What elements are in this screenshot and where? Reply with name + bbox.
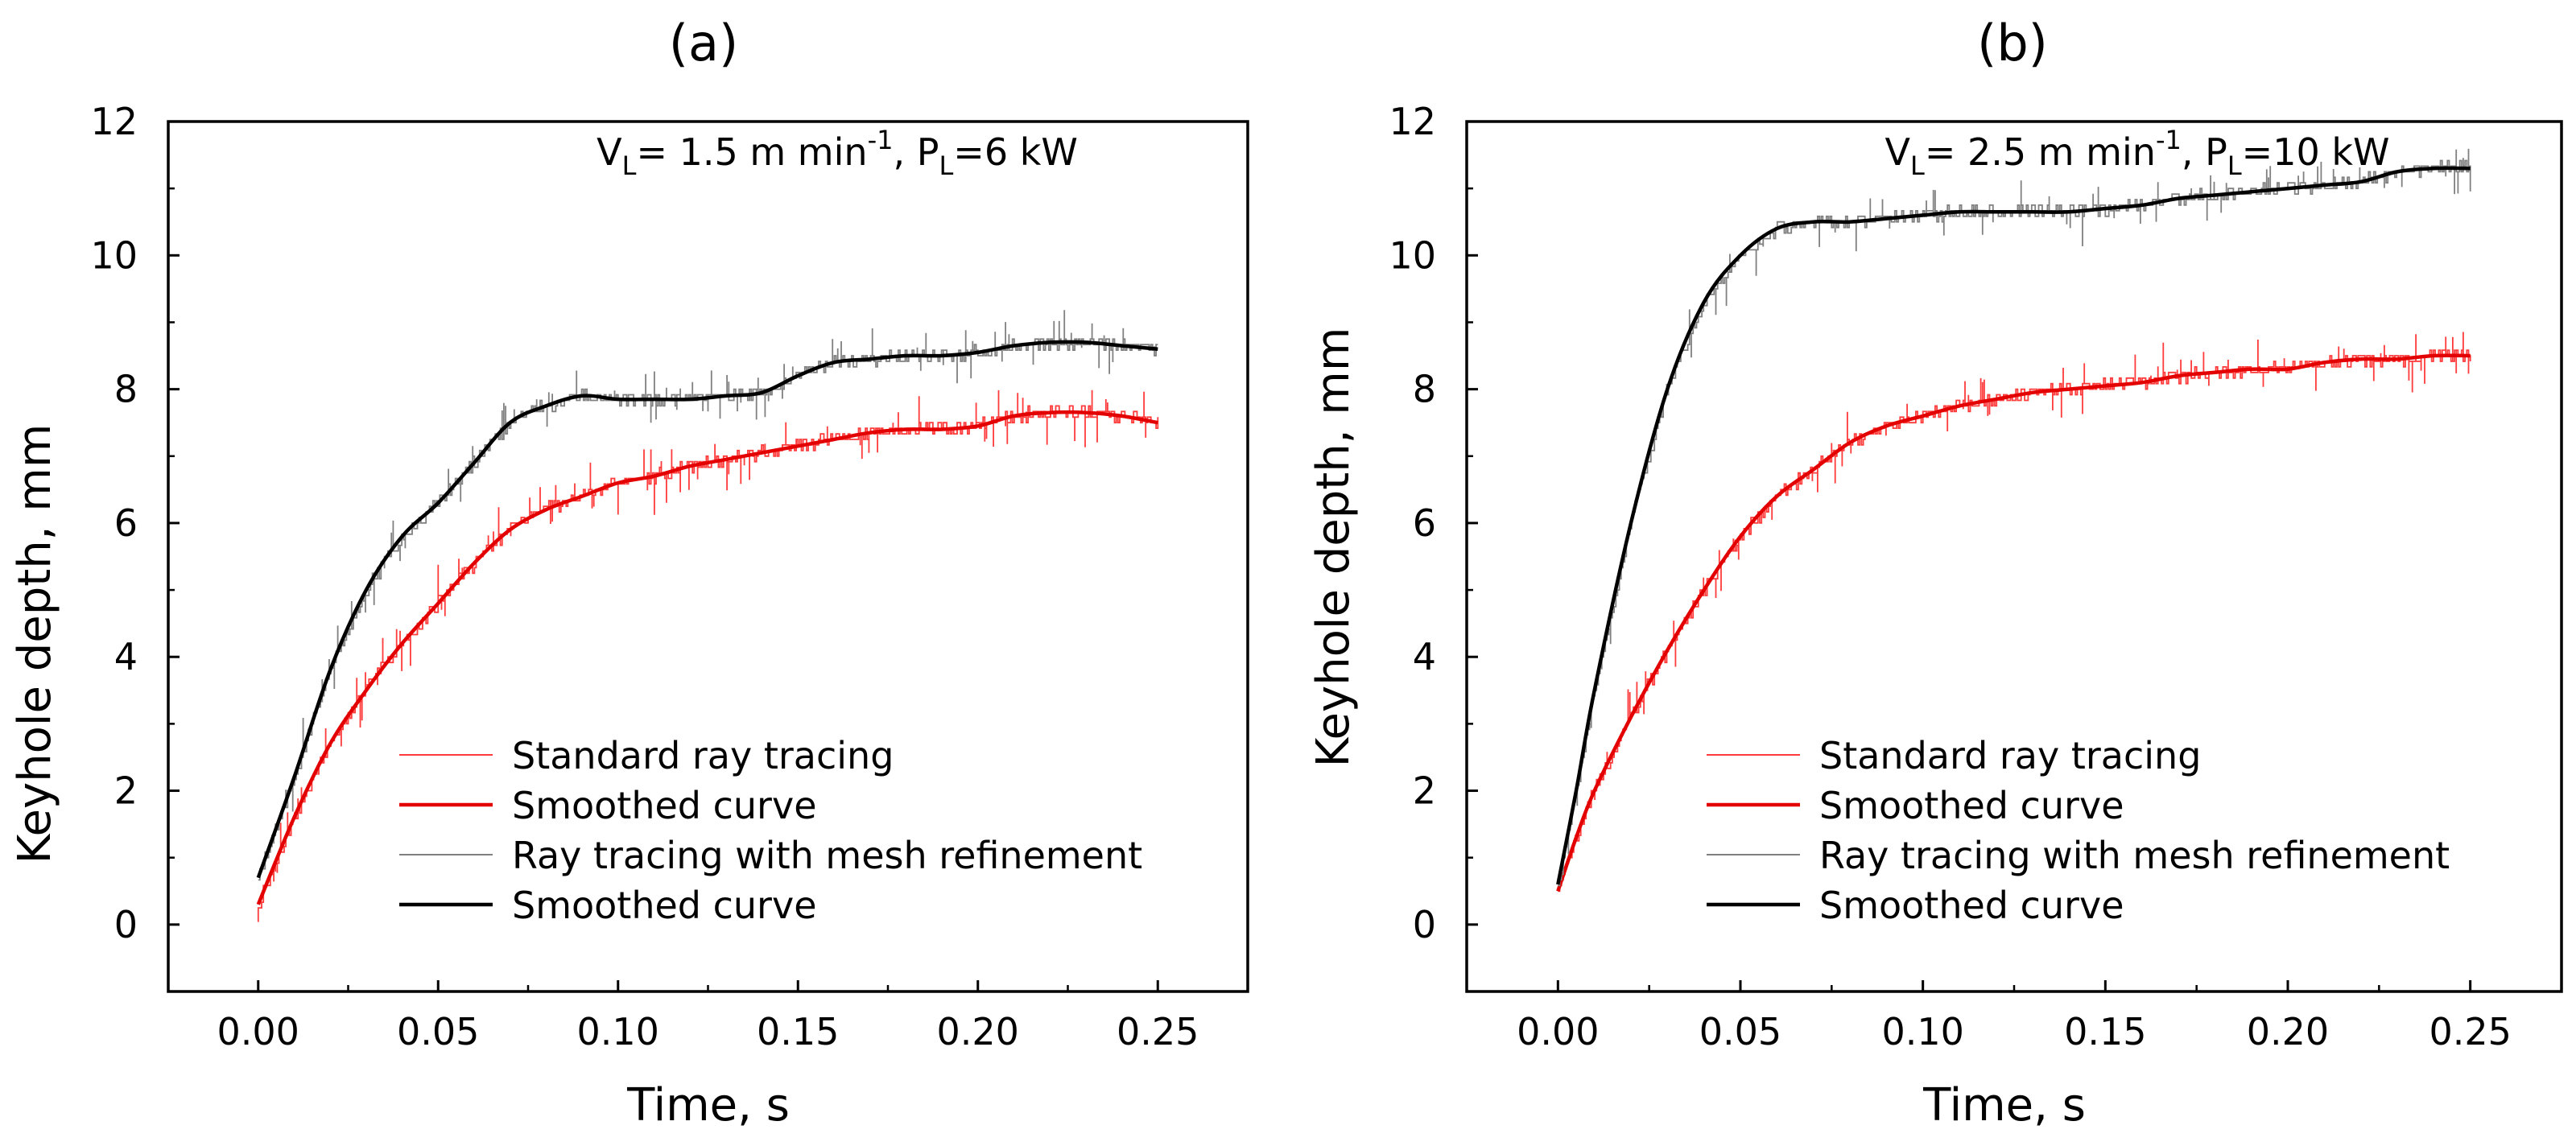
v-symbol: V <box>1885 130 1911 174</box>
series-3-smoothed-line <box>256 340 1158 879</box>
y-tick-label: 8 <box>114 368 138 411</box>
v-exponent: -1 <box>868 125 894 155</box>
p-subscript: L <box>2227 150 2242 181</box>
y-tick-label: 8 <box>1413 368 1436 411</box>
y-tick-label: 10 <box>90 233 138 277</box>
x-tick-label: 0.25 <box>1117 1010 1199 1053</box>
x-axis-label-a: Time, s <box>626 1079 790 1132</box>
y-axis-label-b: Keyhole depth, mm <box>1307 328 1360 768</box>
series-3-smoothed-line <box>1556 166 2471 885</box>
x-axis-label-b: Time, s <box>1922 1079 2086 1132</box>
p-text: =6 kW <box>953 130 1078 174</box>
panel-label-a: (a) <box>669 14 738 72</box>
y-tick-label: 4 <box>114 635 138 678</box>
y-tick-label: 4 <box>1413 635 1436 678</box>
y-axis-label-a: Keyhole depth, mm <box>9 424 61 864</box>
y-tick-label: 0 <box>114 903 138 946</box>
y-tick-label: 10 <box>1389 233 1436 277</box>
plot-frame <box>167 120 1249 993</box>
x-tick-label: 0.15 <box>757 1010 839 1053</box>
x-tick-label: 0.20 <box>937 1010 1019 1053</box>
y-tick-label: 2 <box>114 769 138 813</box>
x-tick-label: 0.20 <box>2247 1010 2329 1053</box>
y-tick-label: 6 <box>1413 501 1436 545</box>
y-tick-label: 12 <box>90 100 138 143</box>
legend-label-0: Standard ray tracing <box>512 734 894 777</box>
legend-label-2: Ray tracing with mesh refinement <box>1819 834 2450 877</box>
panel-b: (b) VL= 2.5 m min-1, PL=10 kW Time, s Ke… <box>1307 14 2563 1132</box>
legend-label-1: Smoothed curve <box>512 784 817 827</box>
v-text: = 2.5 m min <box>1925 130 2156 174</box>
plot-frame <box>1465 120 2563 993</box>
x-tick-label: 0.00 <box>1517 1010 1599 1053</box>
v-exponent: -1 <box>2156 125 2182 155</box>
v-subscript: L <box>622 150 637 181</box>
y-tick-label: 0 <box>1413 903 1436 946</box>
p-symbol: , P <box>2182 130 2227 174</box>
series-2-raw-trace <box>1558 148 2471 887</box>
series-1-smoothed-line <box>1556 353 2471 892</box>
panel-a: (a) VL= 1.5 m min-1, PL=6 kW Time, s Key… <box>9 14 1249 1132</box>
x-tick-label: 0.05 <box>1699 1010 1781 1053</box>
y-tick-label: 2 <box>1413 769 1436 813</box>
x-tick-label: 0.10 <box>1881 1010 1963 1053</box>
v-symbol: V <box>597 130 622 174</box>
p-text: =10 kW <box>2242 130 2390 174</box>
x-tick-label: 0.25 <box>2429 1010 2511 1053</box>
panel-label-b: (b) <box>1977 14 2048 72</box>
condition-label-b: VL= 2.5 m min-1, PL=10 kW <box>1885 125 2390 181</box>
y-tick-label: 12 <box>1389 100 1436 143</box>
series-1-smoothed-line <box>256 410 1158 905</box>
p-subscript: L <box>939 150 953 181</box>
x-tick-label: 0.10 <box>577 1010 659 1053</box>
p-symbol: , P <box>893 130 939 174</box>
y-tick-label: 6 <box>114 501 138 545</box>
legend-label-1: Smoothed curve <box>1819 784 2124 827</box>
legend-label-2: Ray tracing with mesh refinement <box>512 834 1142 877</box>
v-subscript: L <box>1910 150 1925 181</box>
x-tick-label: 0.00 <box>217 1010 299 1053</box>
v-text: = 1.5 m min <box>636 130 867 174</box>
legend-label-0: Standard ray tracing <box>1819 734 2201 777</box>
legend-label-3: Smoothed curve <box>512 884 817 927</box>
condition-label-a: VL= 1.5 m min-1, PL=6 kW <box>597 125 1078 181</box>
legend-label-3: Smoothed curve <box>1819 884 2124 927</box>
x-tick-label: 0.15 <box>2064 1010 2146 1053</box>
x-tick-label: 0.05 <box>397 1010 479 1053</box>
